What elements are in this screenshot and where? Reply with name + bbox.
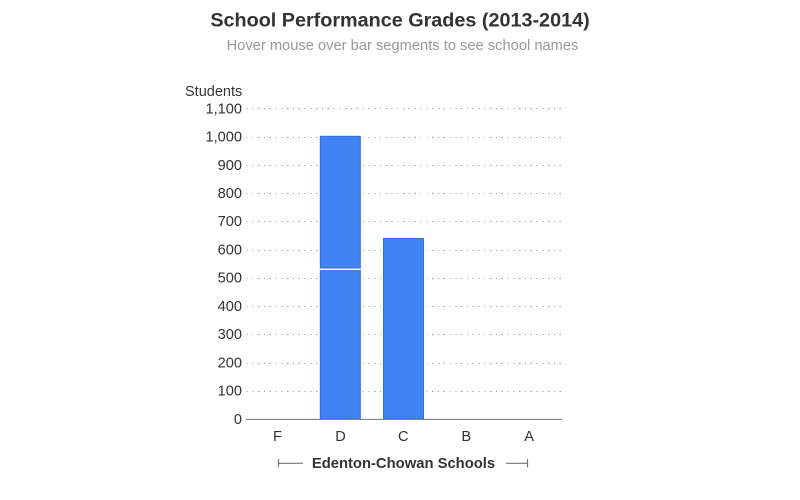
svg-text:1,000: 1,000 — [205, 130, 242, 146]
svg-text:200: 200 — [218, 355, 242, 371]
svg-text:0: 0 — [234, 412, 242, 428]
svg-text:800: 800 — [218, 186, 242, 202]
svg-text:600: 600 — [218, 242, 242, 258]
svg-text:500: 500 — [218, 271, 242, 287]
svg-text:1,100: 1,100 — [205, 101, 242, 117]
svg-text:400: 400 — [218, 299, 242, 315]
svg-text:Hover mouse over bar segments: Hover mouse over bar segments to see sch… — [227, 38, 579, 54]
svg-text:D: D — [335, 429, 346, 445]
svg-text:A: A — [524, 429, 534, 445]
svg-text:Edenton-Chowan Schools: Edenton-Chowan Schools — [312, 456, 495, 472]
svg-text:F: F — [273, 429, 282, 445]
svg-text:School Performance Grades (201: School Performance Grades (2013-2014) — [210, 10, 589, 32]
svg-text:B: B — [461, 429, 471, 445]
svg-text:900: 900 — [218, 158, 242, 174]
svg-text:Students: Students — [185, 84, 242, 100]
svg-text:100: 100 — [218, 384, 242, 400]
svg-text:300: 300 — [218, 327, 242, 343]
svg-text:700: 700 — [218, 214, 242, 230]
svg-text:C: C — [398, 429, 409, 445]
